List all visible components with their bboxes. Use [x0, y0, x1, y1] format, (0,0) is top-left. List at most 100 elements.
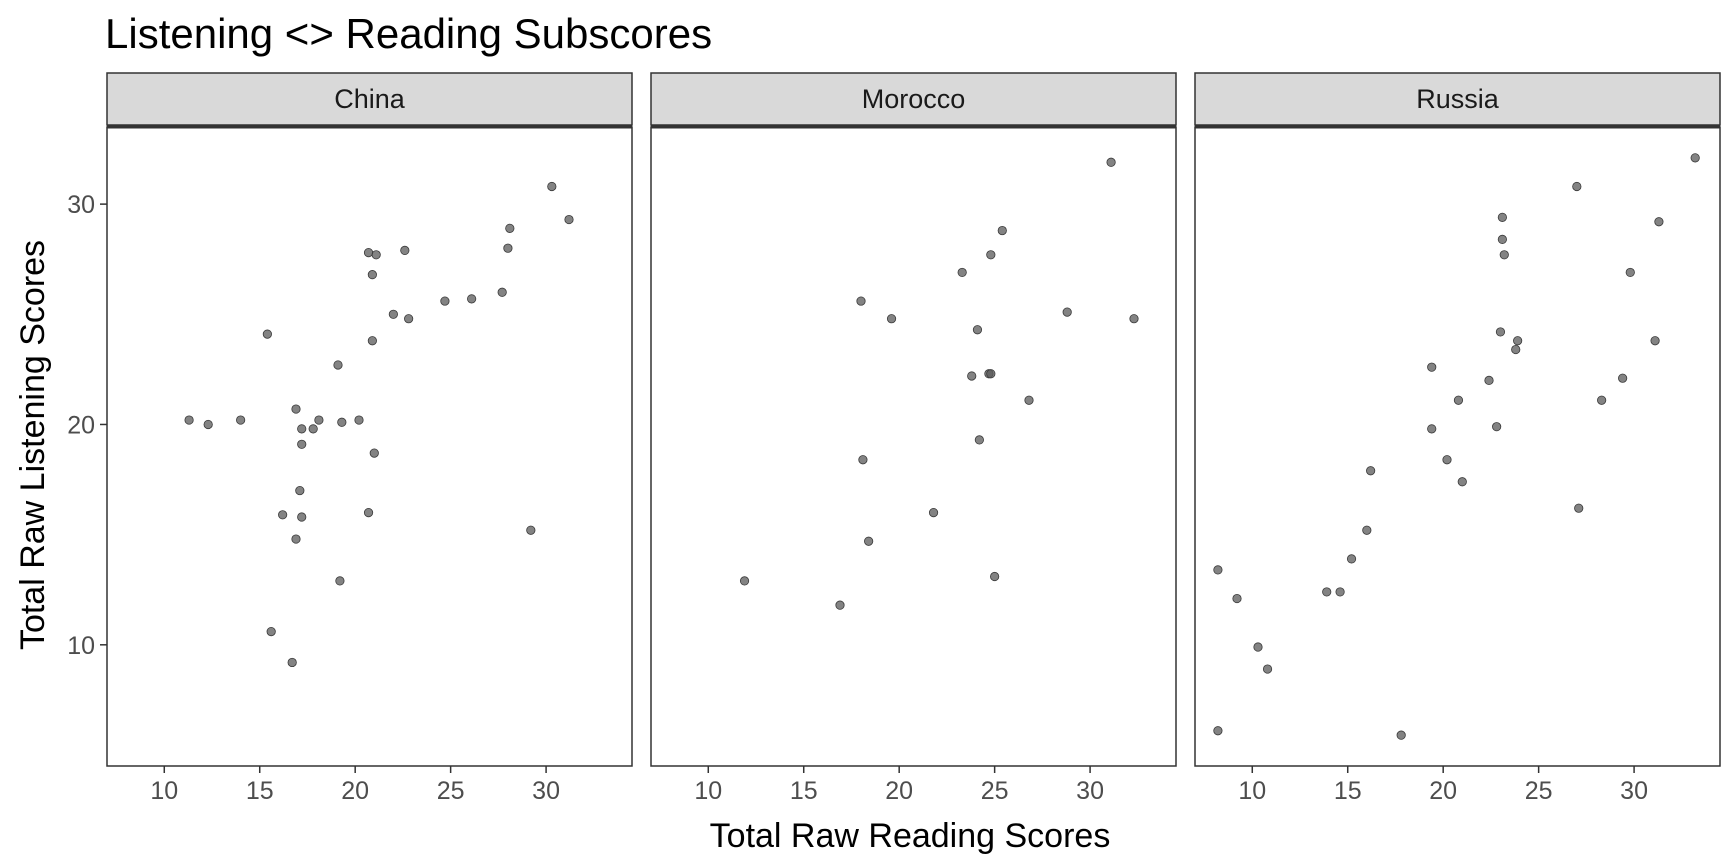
point-china-31 [503, 243, 513, 253]
panel-border-china [106, 126, 633, 767]
point-russia-28 [1625, 267, 1635, 278]
strip-background-morocco [650, 72, 1177, 126]
x-tick-label-russia-30: 30 [1620, 777, 1648, 805]
y-axis-title: Total Raw Listening Scores [14, 240, 52, 650]
point-russia-0 [1213, 565, 1223, 575]
point-china-1 [203, 419, 213, 430]
point-morocco-1 [835, 600, 845, 610]
point-china-29 [467, 294, 477, 304]
x-tick-label-russia-20: 20 [1429, 777, 1457, 805]
point-russia-3 [1253, 642, 1263, 652]
point-china-28 [440, 296, 450, 306]
point-morocco-5 [886, 314, 897, 324]
x-tick-label-china-20: 20 [341, 777, 369, 805]
point-china-18 [354, 415, 364, 425]
y-tick-label-30: 30 [67, 191, 95, 219]
point-russia-14 [1453, 395, 1464, 405]
point-morocco-13 [986, 250, 996, 260]
point-russia-10 [1396, 730, 1406, 740]
point-russia-26 [1597, 395, 1607, 405]
point-china-0 [184, 415, 194, 425]
point-morocco-4 [864, 536, 874, 546]
point-morocco-18 [1106, 157, 1116, 167]
x-tick-label-morocco-25: 25 [981, 777, 1009, 805]
point-morocco-3 [858, 455, 868, 465]
point-russia-31 [1690, 153, 1700, 163]
point-russia-2 [1232, 593, 1242, 604]
point-china-25 [388, 309, 398, 319]
point-china-34 [547, 181, 557, 192]
point-russia-5 [1322, 587, 1332, 597]
point-china-6 [287, 657, 297, 668]
point-russia-17 [1492, 422, 1502, 432]
point-morocco-7 [957, 267, 967, 278]
point-russia-30 [1654, 217, 1664, 227]
y-tick-label-10: 10 [67, 632, 95, 660]
panel-russia: Russia 10 15 20 25 30 [1194, 72, 1721, 805]
point-china-16 [335, 576, 345, 586]
strip-label-china: China [334, 84, 406, 114]
point-morocco-10 [974, 435, 984, 445]
point-china-3 [262, 329, 272, 339]
point-morocco-6 [928, 508, 939, 518]
panel-border-morocco [650, 126, 1177, 767]
strip-label-morocco: Morocco [862, 84, 966, 114]
strip-label-russia: Russia [1416, 84, 1500, 114]
point-russia-16 [1484, 375, 1494, 385]
point-russia-1 [1213, 726, 1223, 736]
x-tick-label-china-25: 25 [437, 777, 465, 805]
chart-title: Listening <> Reading Subscores [105, 10, 712, 57]
point-china-23 [369, 448, 379, 458]
x-tick-label-russia-25: 25 [1525, 777, 1553, 805]
point-russia-18 [1495, 327, 1506, 337]
point-russia-15 [1457, 477, 1467, 487]
point-russia-19 [1497, 212, 1507, 222]
y-tick-label-20: 20 [67, 411, 95, 439]
point-china-22 [367, 270, 377, 280]
point-russia-20 [1497, 234, 1507, 244]
point-russia-27 [1618, 373, 1628, 383]
x-tick-label-morocco-30: 30 [1076, 777, 1104, 805]
x-tick-label-china-30: 30 [532, 777, 560, 805]
point-china-12 [297, 424, 307, 434]
point-china-14 [314, 415, 324, 425]
panel-border-russia [1194, 126, 1721, 767]
panel-china: China 10 15 20 25 30 10 20 30 [67, 72, 633, 805]
point-china-13 [308, 424, 318, 434]
point-china-26 [400, 245, 410, 255]
point-china-30 [497, 287, 507, 297]
x-tick-label-morocco-15: 15 [790, 777, 818, 805]
point-morocco-12 [986, 369, 996, 379]
x-tick-label-china-15: 15 [246, 777, 274, 805]
point-china-9 [295, 485, 305, 496]
x-tick-label-china-10: 10 [150, 777, 178, 805]
point-russia-22 [1511, 344, 1521, 355]
point-china-35 [564, 214, 574, 225]
point-china-8 [291, 404, 301, 414]
strip-background-china [106, 72, 633, 126]
point-russia-7 [1346, 554, 1357, 564]
point-russia-11 [1427, 362, 1437, 372]
facet-panels: China 10 15 20 25 30 10 20 30 Morocco 10 15 20 25 30 Ru… [67, 72, 1721, 805]
x-tick-label-morocco-10: 10 [694, 777, 722, 805]
point-china-24 [371, 250, 381, 260]
point-morocco-14 [990, 571, 1000, 582]
point-russia-25 [1574, 503, 1584, 513]
x-tick-label-morocco-20: 20 [885, 777, 913, 805]
point-china-19 [363, 508, 374, 518]
point-china-2 [236, 415, 246, 425]
point-morocco-2 [856, 296, 866, 306]
point-russia-21 [1499, 250, 1509, 260]
point-morocco-9 [972, 325, 983, 335]
point-morocco-16 [1024, 395, 1034, 405]
point-china-5 [278, 510, 288, 520]
point-china-21 [367, 336, 377, 346]
point-china-32 [505, 223, 515, 233]
point-china-17 [337, 417, 347, 427]
x-tick-label-russia-15: 15 [1334, 777, 1362, 805]
panel-morocco: Morocco 10 15 20 25 30 [650, 72, 1177, 805]
point-morocco-17 [1062, 307, 1072, 317]
point-china-4 [266, 626, 276, 637]
